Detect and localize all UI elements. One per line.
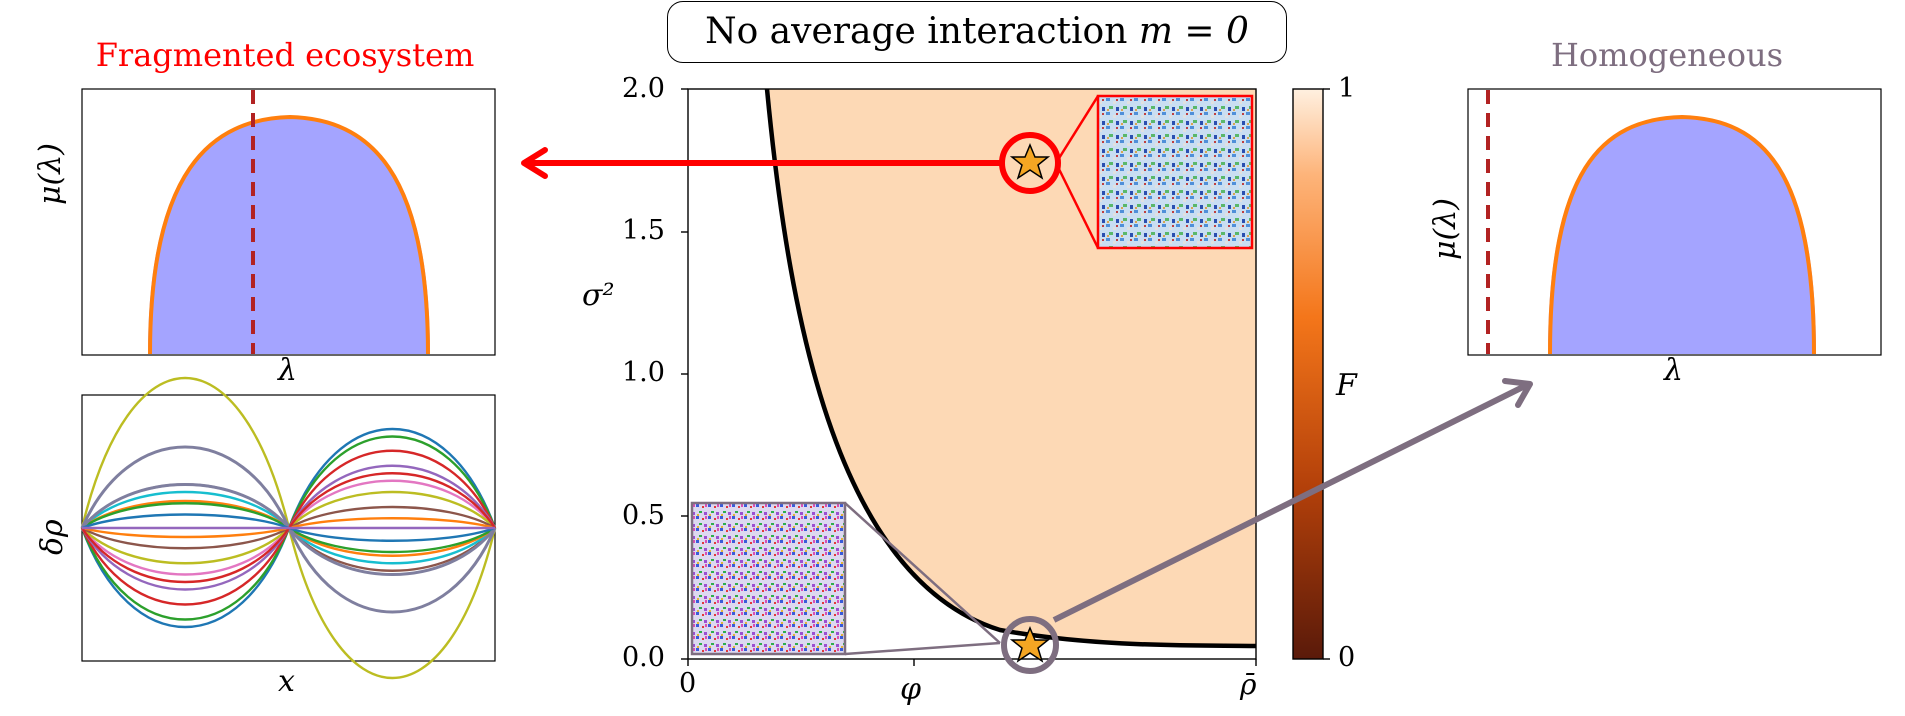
right-histogram (1548, 116, 1816, 354)
homogeneous-marker-ring (1001, 616, 1059, 674)
left-histogram (148, 116, 430, 354)
right-spectrum-panel (1467, 88, 1882, 356)
homogeneous-inset (690, 501, 847, 656)
title-text: No average interaction (705, 11, 1139, 52)
homogeneous-title: Homogeneous (1550, 36, 1784, 74)
homogeneous-star-icon (1009, 626, 1051, 663)
phase-x-end-label: ρ̄ (1240, 668, 1257, 701)
y-tick-2: 1.0 (622, 357, 665, 388)
left-modes-panel (80, 377, 497, 679)
phase-ylabel: σ² (582, 278, 615, 313)
y-tick-3: 1.5 (622, 215, 665, 246)
left-bottom-xlabel: x (278, 664, 295, 699)
y-tick-1: 0.5 (622, 500, 665, 531)
phase-boundary (764, 88, 1257, 649)
left-fit-curve (148, 114, 430, 355)
y-tick-4: 2.0 (622, 73, 665, 104)
colorbar-tick-1: 1 (1338, 73, 1356, 104)
phase-diagram (681, 88, 1257, 674)
left-top-xlabel: λ (278, 353, 298, 388)
fragmented-arrow (521, 147, 1002, 179)
homogeneous-arrow (1052, 378, 1533, 623)
colorbar-label: F (1336, 368, 1357, 403)
y-tick-0: 0.0 (622, 642, 665, 673)
left-spectrum-panel (81, 88, 496, 356)
phase-xlabel: φ (900, 672, 922, 707)
title-math: m = 0 (1138, 11, 1249, 52)
right-xlabel: λ (1664, 353, 1684, 388)
fragmented-title: Fragmented ecosystem (95, 36, 475, 74)
colorbar (1292, 88, 1330, 660)
right-fit-curve (1548, 114, 1816, 355)
phase-x-tick-zero: 0 (679, 668, 697, 699)
fragmented-inset (1096, 94, 1254, 250)
fragmented-star-icon (1009, 143, 1051, 180)
figure-title: No average interaction m = 0 (667, 1, 1287, 63)
colorbar-tick-0: 0 (1338, 642, 1356, 673)
